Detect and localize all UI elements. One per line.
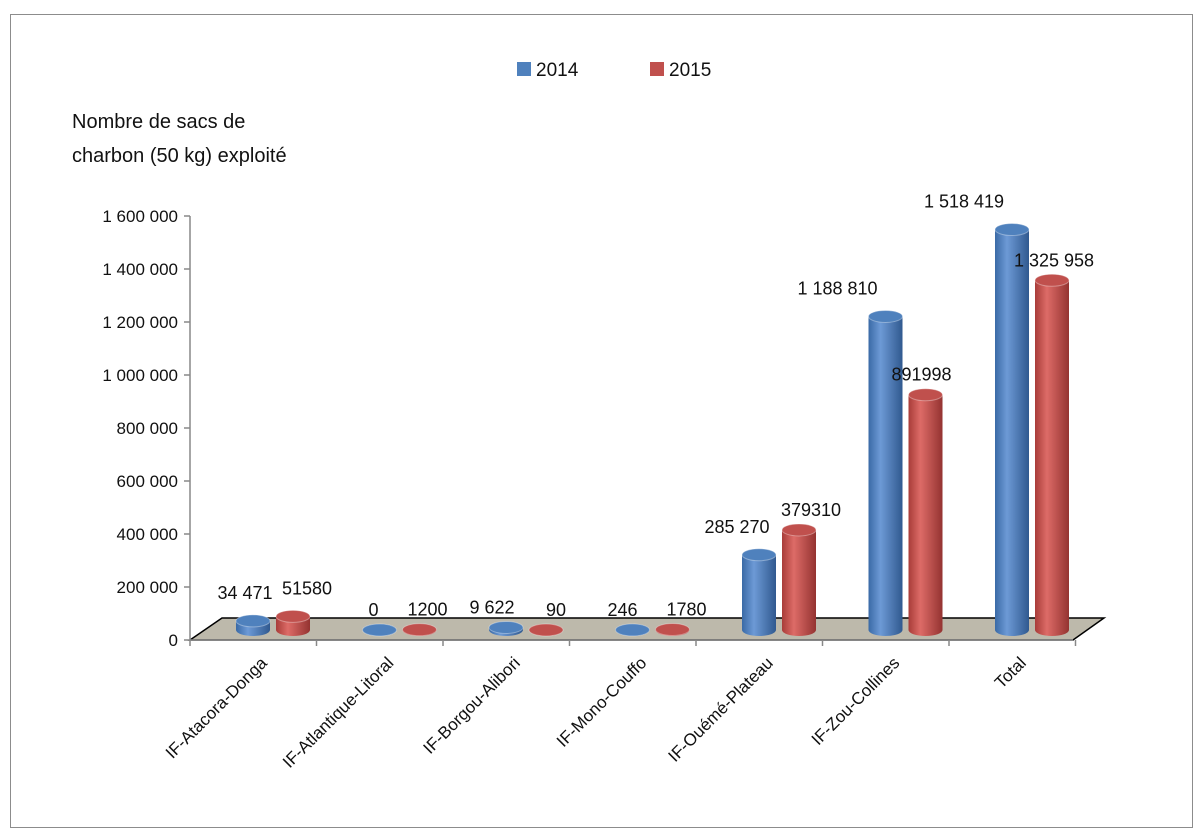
- category-label-if-atlantique-litoral: IF-Atlantique-Litoral: [279, 653, 397, 771]
- bar-bottom: [236, 624, 270, 636]
- data-label-if-oueme-plateau-2015: 379310: [781, 500, 841, 520]
- bar-top: [275, 609, 311, 623]
- bar-if-atacora-donga-2015: [275, 609, 311, 636]
- bar-body: [908, 394, 943, 630]
- bar-if-borgou-alibori-2014: [488, 620, 524, 636]
- bar-total-2014: [994, 223, 1030, 636]
- bar-if-mono-couffo-2014: [615, 623, 650, 637]
- bar-bottom: [908, 624, 943, 636]
- category-label-if-zou-collines: IF-Zou-Collines: [808, 653, 904, 749]
- bar-bottom: [782, 624, 816, 636]
- axes: 0 200 000 400 000 600 000 800 000 1 000 000 1 …: [102, 207, 1077, 650]
- bar-top: [994, 223, 1030, 237]
- data-label-if-atacora-donga-2015: 51580: [282, 578, 332, 598]
- bar-top: [868, 309, 903, 323]
- legend-label-2015: 2015: [669, 60, 711, 81]
- data-label-if-borgou-alibori-2014: 9 622: [469, 597, 514, 617]
- data-label-if-mono-couffo-2014: 246: [607, 600, 637, 620]
- data-label-total-2014: 1 518 419: [924, 192, 1004, 212]
- category-labels: IF-Atacora-Donga IF-Atlantique-Litoral IF-…: [162, 653, 1030, 772]
- data-label-if-zou-collines-2015: 891998: [891, 365, 951, 385]
- bar-if-oueme-plateau-2015: [781, 523, 817, 636]
- legend-swatch-2015: [650, 62, 664, 76]
- bar-body: [868, 316, 903, 630]
- bar-top: [528, 623, 564, 637]
- data-label-total-2015: 1 325 958: [1014, 250, 1094, 270]
- category-label-total: Total: [991, 653, 1030, 692]
- bar-top: [655, 623, 690, 637]
- category-label-if-borgou-alibori: IF-Borgou-Alibori: [420, 653, 524, 757]
- bar-bottom: [742, 624, 776, 636]
- bar-body: [1035, 280, 1069, 630]
- bar-top: [488, 620, 524, 634]
- bar-if-mono-couffo-2015: [655, 623, 690, 637]
- y-tick-label: 1 200 000: [102, 313, 178, 332]
- bar-top: [362, 623, 397, 637]
- bars: [235, 223, 1070, 637]
- bar-if-zou-collines-2015: [908, 388, 943, 636]
- bar-body: [782, 529, 816, 630]
- bar-if-atacora-donga-2014: [235, 614, 271, 636]
- bar-bottom: [276, 624, 310, 636]
- y-tick-label: 200 000: [117, 578, 178, 597]
- data-label-if-atlantique-litoral-2015: 1200: [407, 600, 447, 620]
- y-tick-label: 1 000 000: [102, 366, 178, 385]
- y-tick-label: 1 600 000: [102, 207, 178, 226]
- bar-if-borgou-alibori-2015: [528, 623, 564, 637]
- bar-body: [995, 229, 1029, 631]
- bar-bottom: [868, 624, 903, 636]
- bar-if-zou-collines-2014: [868, 309, 903, 636]
- data-labels: 34 471 51580 0 1200 9 622 90 246 1780 285 270 379…: [217, 192, 1094, 620]
- bar-if-oueme-plateau-2014: [741, 548, 777, 636]
- data-label-if-borgou-alibori-2015: 90: [546, 600, 566, 620]
- bar-top: [1034, 273, 1070, 287]
- data-label-if-atlantique-litoral-2014: 0: [368, 600, 378, 620]
- bar-total-2015: [1034, 273, 1070, 636]
- legend-swatch-2014: [517, 62, 531, 76]
- bar-top: [741, 548, 777, 562]
- y-tick-label: 400 000: [117, 525, 178, 544]
- bar-top: [781, 523, 817, 537]
- data-label-if-zou-collines-2014: 1 188 810: [797, 278, 877, 298]
- bar-top: [402, 623, 437, 637]
- category-label-if-mono-couffo: IF-Mono-Couffo: [553, 653, 650, 750]
- y-axis-label-line: Nombre de sacs de: [72, 111, 245, 133]
- data-label-if-atacora-donga-2014: 34 471: [217, 583, 272, 603]
- bar-bottom: [1035, 624, 1069, 636]
- data-label-if-oueme-plateau-2014: 285 270: [704, 517, 769, 537]
- y-axis-label: Nombre de sacs de charbon (50 kg) exploit…: [72, 111, 287, 167]
- y-tick-label: 0: [169, 631, 178, 650]
- bar-top: [908, 388, 943, 402]
- y-tick-label: 600 000: [117, 472, 178, 491]
- category-label-if-atacora-donga: IF-Atacora-Donga: [162, 653, 271, 762]
- data-label-if-mono-couffo-2015: 1780: [666, 600, 706, 620]
- bar-top: [235, 614, 271, 628]
- bar-if-atlantique-litoral-2014: [362, 623, 397, 637]
- bar-body: [742, 554, 776, 630]
- y-axis-label-line: charbon (50 kg) exploité: [72, 145, 287, 167]
- legend-label-2014: 2014: [536, 60, 579, 81]
- bar-top: [615, 623, 650, 637]
- bar-bottom: [995, 624, 1029, 636]
- legend: 2014 2015: [517, 60, 711, 81]
- y-tick-label: 1 400 000: [102, 260, 178, 279]
- y-tick-label: 800 000: [117, 419, 178, 438]
- bar-if-atlantique-litoral-2015: [402, 623, 437, 637]
- category-label-if-oueme-plateau: IF-Ouémé-Plateau: [665, 653, 777, 765]
